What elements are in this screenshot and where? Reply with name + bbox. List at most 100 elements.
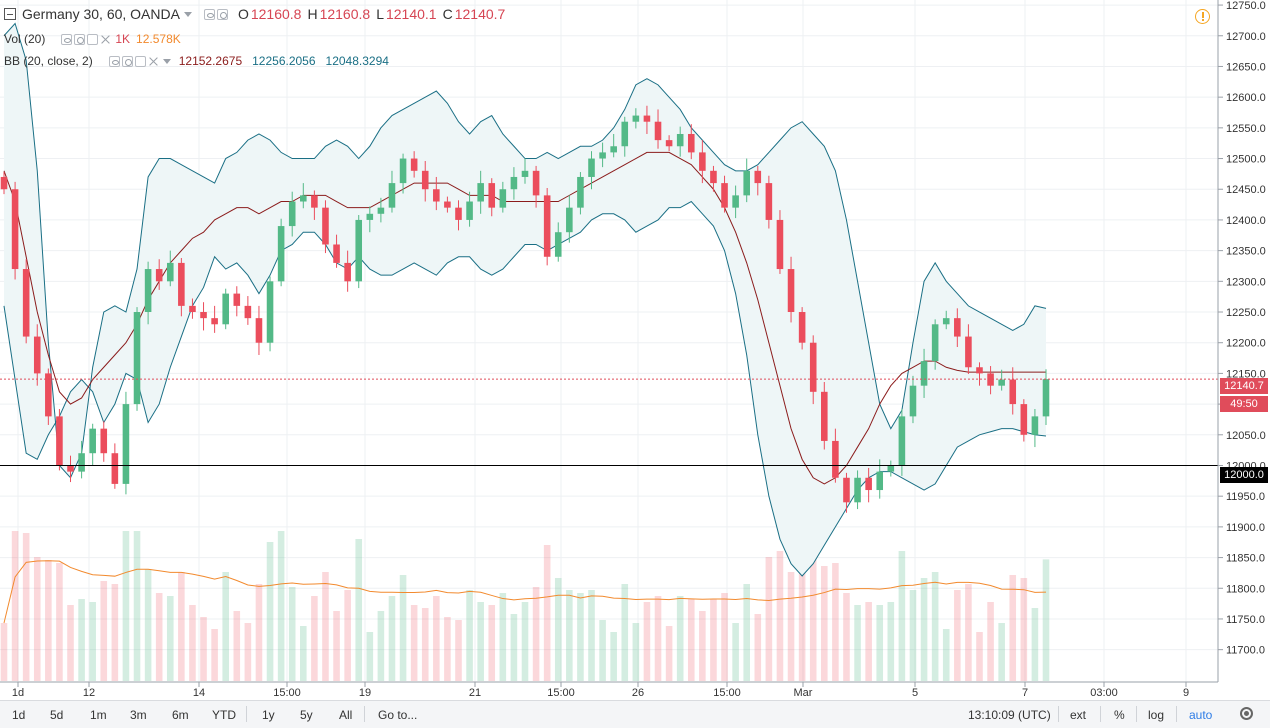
volume-bar bbox=[809, 554, 817, 681]
candle-body bbox=[566, 207, 573, 233]
bb-indicator-name[interactable]: BB (20, close, 2) bbox=[4, 54, 93, 68]
price-tick-label: 12200.0 bbox=[1226, 338, 1266, 350]
volume-bar bbox=[433, 596, 440, 681]
log-toggle[interactable]: log bbox=[1148, 708, 1165, 722]
volume-bar bbox=[643, 602, 651, 681]
candle-body bbox=[477, 183, 484, 202]
time-tick-label: 15:00 bbox=[547, 687, 575, 699]
time-tick-label: 03:00 bbox=[1090, 687, 1118, 699]
candle-body bbox=[333, 244, 340, 263]
volume-bar bbox=[1009, 575, 1017, 681]
utc-clock[interactable]: 13:10:09 (UTC) bbox=[968, 708, 1051, 722]
volume-bar bbox=[543, 545, 551, 681]
alert-icon[interactable] bbox=[1195, 9, 1210, 24]
price-tick-label: 11700.0 bbox=[1226, 645, 1265, 657]
eye-icon[interactable] bbox=[203, 8, 215, 20]
volume-bar bbox=[721, 593, 728, 681]
candle-body bbox=[244, 305, 252, 319]
range-1y-button[interactable]: 1y bbox=[262, 708, 275, 722]
auto-scale-toggle[interactable]: auto bbox=[1189, 708, 1213, 722]
close-icon[interactable] bbox=[100, 34, 111, 45]
volume-bar bbox=[566, 590, 573, 681]
candle-body bbox=[510, 176, 518, 190]
close-icon[interactable] bbox=[148, 56, 159, 67]
time-tick-label: 12 bbox=[83, 687, 95, 699]
volume-bar bbox=[333, 611, 340, 681]
volume-bar bbox=[178, 572, 185, 681]
eye-icon[interactable] bbox=[108, 55, 120, 67]
candle-body bbox=[887, 465, 895, 472]
price-chart[interactable]: 12750.0 12700.0 12650.0 12600.0 12550.0 12500… bbox=[0, 0, 1270, 700]
price-tick-label: 12250.0 bbox=[1226, 307, 1266, 319]
candle-body bbox=[233, 293, 241, 306]
volume-bar bbox=[366, 632, 374, 681]
candle-body bbox=[11, 189, 19, 270]
volume-bar bbox=[632, 623, 640, 681]
volume-bar bbox=[266, 542, 274, 681]
price-tick-label: 12500.0 bbox=[1226, 154, 1266, 166]
candle-body bbox=[832, 440, 839, 478]
volume-bar bbox=[200, 617, 207, 681]
price-tick-label: 12750.0 bbox=[1226, 0, 1266, 12]
volume-bar bbox=[33, 557, 41, 681]
volume-bar bbox=[787, 572, 795, 681]
candle-body bbox=[898, 416, 906, 466]
range-1m-button[interactable]: 1m bbox=[90, 708, 107, 722]
candle-body bbox=[466, 201, 473, 220]
candle-body bbox=[965, 336, 972, 368]
collapse-icon[interactable] bbox=[4, 8, 16, 20]
candle-body bbox=[211, 318, 218, 325]
candle-body bbox=[687, 133, 695, 153]
ext-toggle[interactable]: ext bbox=[1070, 708, 1087, 722]
settings-gear-icon[interactable] bbox=[1240, 707, 1253, 720]
ohlc-high-value: 12160.8 bbox=[319, 6, 371, 22]
candle-body bbox=[122, 404, 130, 484]
volume-bar bbox=[843, 593, 850, 681]
range-5d-button[interactable]: 5d bbox=[50, 708, 64, 722]
candle-body bbox=[1009, 379, 1017, 405]
chevron-down-icon[interactable] bbox=[183, 11, 192, 17]
candle-body bbox=[100, 428, 108, 454]
symbol-title[interactable]: Germany 30, 60, OANDA bbox=[22, 6, 180, 22]
volume-indicator-name[interactable]: Vol (20) bbox=[4, 32, 46, 46]
time-tick-label: 21 bbox=[469, 687, 481, 699]
volume-bar bbox=[67, 605, 74, 681]
gear-icon[interactable] bbox=[121, 55, 133, 67]
range-5y-button[interactable]: 5y bbox=[300, 708, 313, 722]
volume-bar bbox=[654, 596, 662, 681]
candle-body bbox=[710, 170, 717, 184]
percent-toggle[interactable]: % bbox=[1114, 708, 1125, 722]
chevron-down-icon[interactable] bbox=[162, 58, 171, 64]
bar-countdown-tag: 49:50 bbox=[1220, 396, 1268, 412]
last-price-tag: 12140.7 bbox=[1220, 378, 1268, 394]
range-3m-button[interactable]: 3m bbox=[130, 708, 147, 722]
volume-bar bbox=[111, 584, 119, 681]
volume-bar bbox=[255, 584, 263, 681]
time-tick-label: 14 bbox=[193, 687, 205, 699]
divider bbox=[1176, 706, 1177, 722]
volume-bar bbox=[931, 572, 939, 681]
volume-bar bbox=[821, 566, 828, 681]
candle-body bbox=[266, 281, 274, 343]
eye-icon[interactable] bbox=[61, 33, 73, 45]
price-tick-label: 12050.0 bbox=[1226, 430, 1266, 442]
volume-bar bbox=[676, 596, 684, 681]
gear-icon[interactable] bbox=[216, 8, 228, 20]
range-1d-button[interactable]: 1d bbox=[12, 708, 26, 722]
range-6m-button[interactable]: 6m bbox=[172, 708, 189, 722]
source-code-icon[interactable] bbox=[134, 55, 146, 67]
candle-body bbox=[300, 195, 307, 202]
range-all-button[interactable]: All bbox=[339, 708, 353, 722]
range-ytd-button[interactable]: YTD bbox=[212, 708, 236, 722]
goto-button[interactable]: Go to... bbox=[378, 708, 418, 722]
volume-bar bbox=[399, 575, 407, 681]
ohlc-high-label: H bbox=[307, 6, 318, 22]
volume-bar bbox=[56, 563, 63, 681]
source-code-icon[interactable] bbox=[87, 33, 99, 45]
candle-body bbox=[355, 219, 363, 282]
volume-bar bbox=[1042, 559, 1050, 681]
candle-body bbox=[67, 465, 74, 472]
volume-bar bbox=[699, 611, 706, 681]
gear-icon[interactable] bbox=[74, 33, 86, 45]
